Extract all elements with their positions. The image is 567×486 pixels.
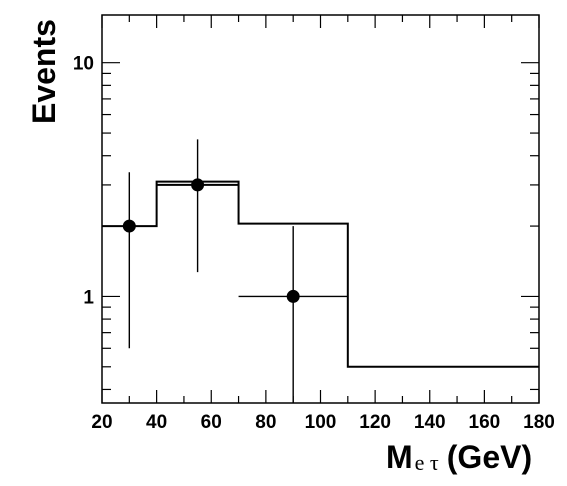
x-tick-label-180: 180: [523, 412, 555, 433]
data-point-2: [191, 178, 205, 192]
data-points-layer: [122, 139, 348, 403]
x-axis-label: Me τ (GeV): [386, 439, 532, 475]
x-tick-label-160: 160: [469, 412, 501, 433]
data-point-3: [286, 289, 300, 303]
x-tick-label-140: 140: [414, 412, 446, 433]
plot-frame: [101, 14, 540, 404]
data-point-1: [122, 219, 136, 233]
histogram-series-1: [102, 180, 539, 368]
x-axis-label-main: M: [386, 439, 413, 475]
x-tick-label-20: 20: [91, 412, 112, 433]
x-tick-label-100: 100: [305, 412, 337, 433]
x-tick-label-60: 60: [201, 412, 222, 433]
y-axis-label: Events: [26, 19, 62, 124]
x-tick-label-120: 120: [359, 412, 391, 433]
x-tick-label-40: 40: [146, 412, 167, 433]
ticks-layer: [101, 15, 540, 403]
x-tick-label-80: 80: [255, 412, 276, 433]
y-tick-label-10: 10: [73, 54, 94, 75]
histogram-layer: [102, 180, 539, 368]
plot-area: [101, 14, 540, 404]
y-tick-label-1: 1: [83, 287, 94, 308]
tick-labels-layer: 20 40 60 80 100 120 140 160 180 1 10: [73, 54, 555, 433]
x-axis-label-subscript: e τ: [415, 450, 439, 475]
x-axis-label-unit: (GeV): [447, 439, 532, 475]
